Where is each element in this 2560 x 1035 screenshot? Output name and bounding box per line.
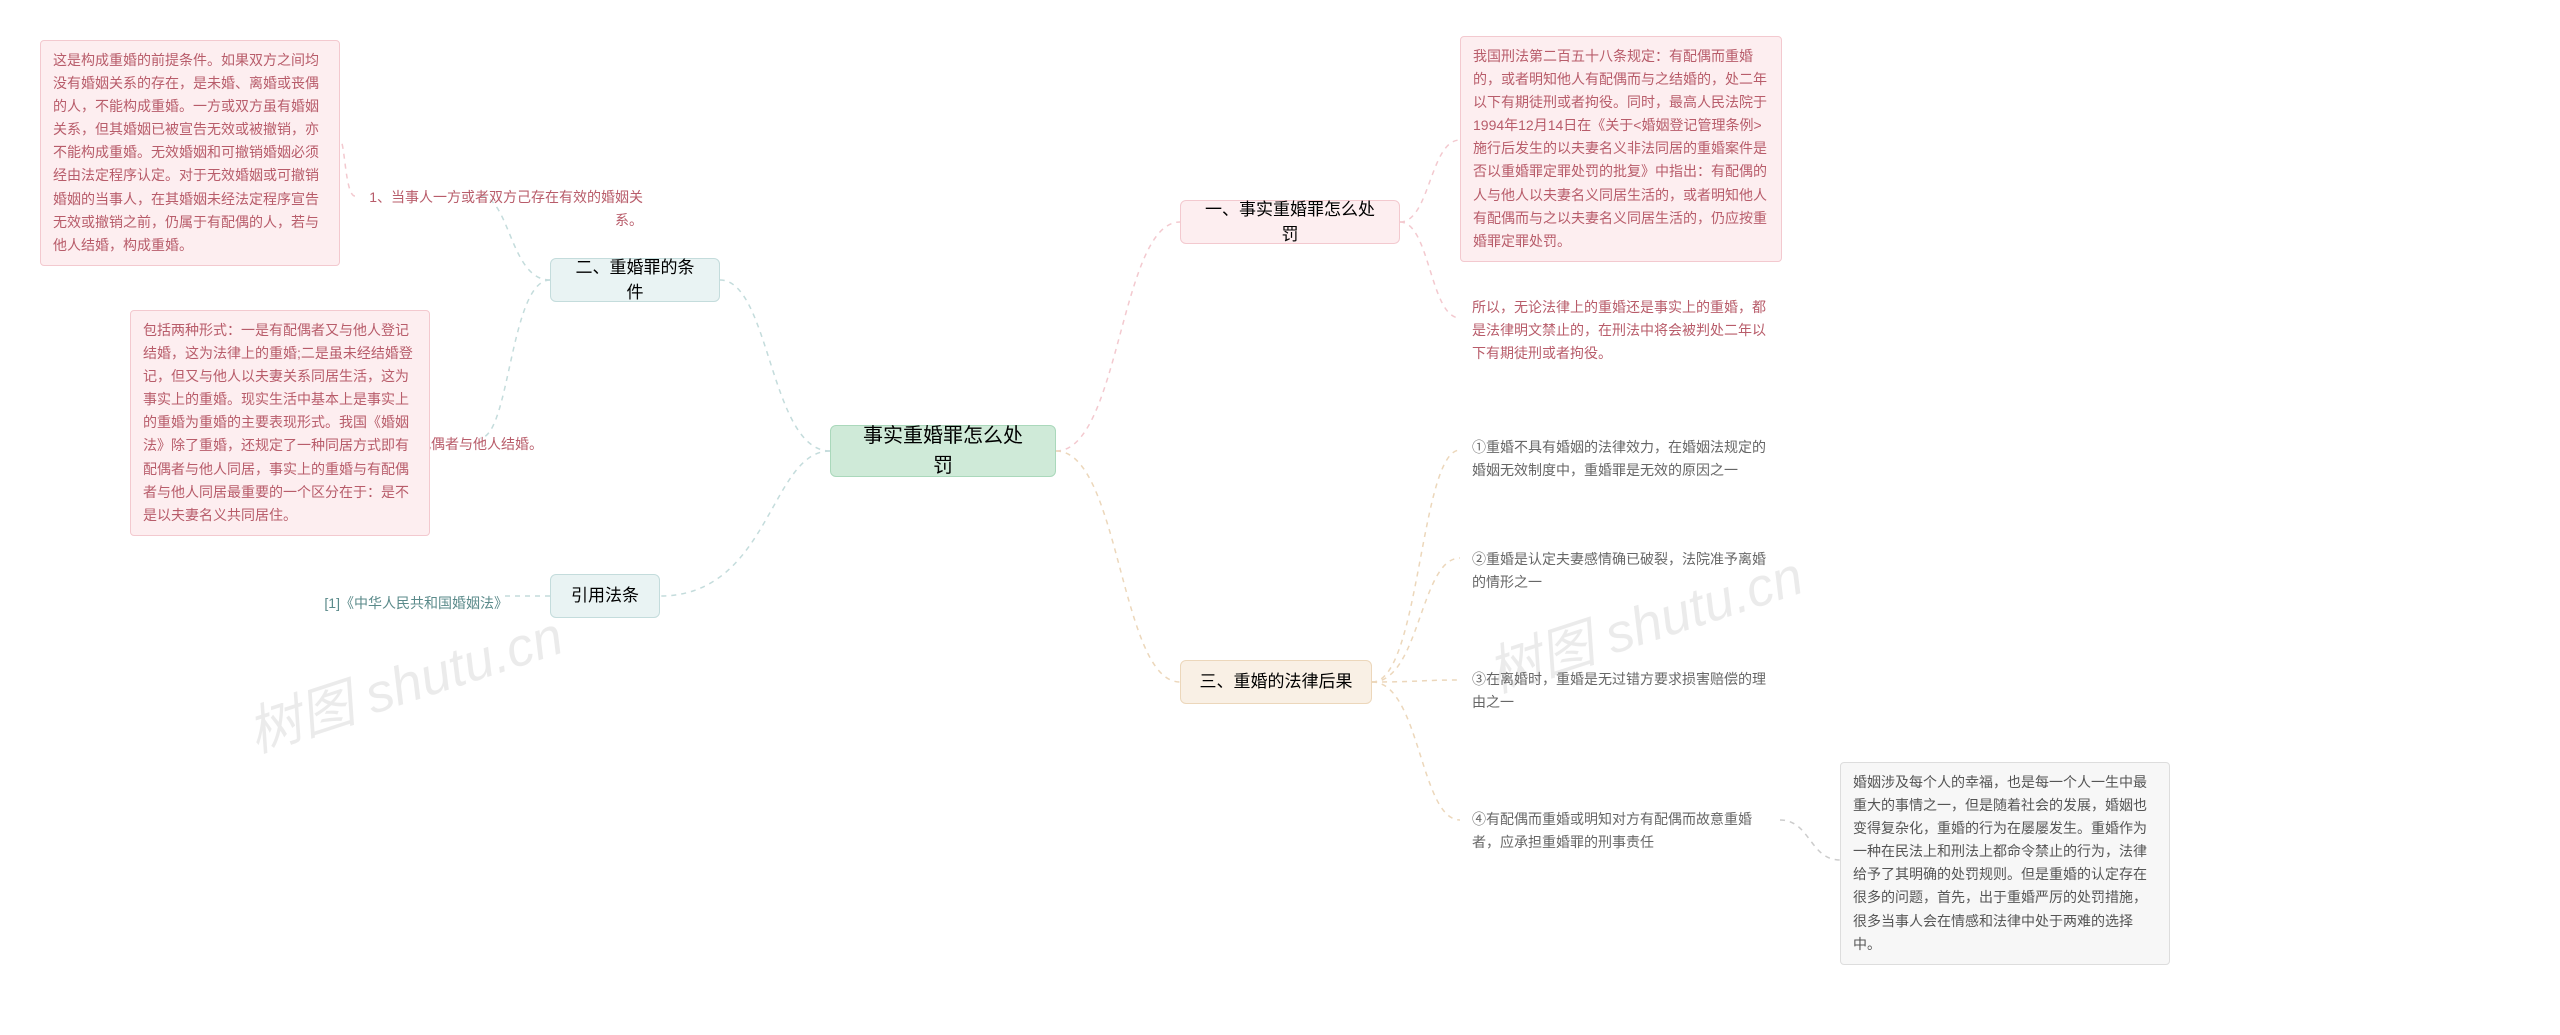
leaf-3d[interactable]: ④有配偶而重婚或明知对方有配偶而故意重婚者，应承担重婚罪的刑事责任 [1460, 800, 1780, 862]
leaf-3a[interactable]: ①重婚不具有婚姻的法律效力，在婚姻法规定的婚姻无效制度中，重婚罪是无效的原因之一 [1460, 428, 1780, 490]
detail-2b[interactable]: 包括两种形式：一是有配偶者又与他人登记结婚，这为法律上的重婚;二是虽未经结婚登记… [130, 310, 430, 536]
detail-2a[interactable]: 这是构成重婚的前提条件。如果双方之间均没有婚姻关系的存在，是未婚、离婚或丧偶的人… [40, 40, 340, 266]
leaf-3b[interactable]: ②重婚是认定夫妻感情确已破裂，法院准予离婚的情形之一 [1460, 540, 1780, 602]
branch-1[interactable]: 一、事实重婚罪怎么处罚 [1180, 200, 1400, 244]
detail-1a[interactable]: 我国刑法第二百五十八条规定：有配偶而重婚的，或者明知他人有配偶而与之结婚的，处二… [1460, 36, 1782, 262]
leaf-3c[interactable]: ③在离婚时，重婚是无过错方要求损害赔偿的理由之一 [1460, 660, 1780, 722]
leaf-4a[interactable]: [1]《中华人民共和国婚姻法》 [290, 584, 520, 623]
leaf-2a[interactable]: 1、当事人一方或者双方己存在有效的婚姻关系。 [355, 178, 655, 240]
detail-3d[interactable]: 婚姻涉及每个人的幸福，也是每一个人一生中最重大的事情之一，但是随着社会的发展，婚… [1840, 762, 2170, 965]
branch-2[interactable]: 二、重婚罪的条件 [550, 258, 720, 302]
branch-4[interactable]: 引用法条 [550, 574, 660, 618]
center-node[interactable]: 事实重婚罪怎么处罚 [830, 425, 1056, 477]
branch-3[interactable]: 三、重婚的法律后果 [1180, 660, 1372, 704]
leaf-1c[interactable]: 所以，无论法律上的重婚还是事实上的重婚，都是法律明文禁止的，在刑法中将会被判处二… [1460, 288, 1780, 373]
